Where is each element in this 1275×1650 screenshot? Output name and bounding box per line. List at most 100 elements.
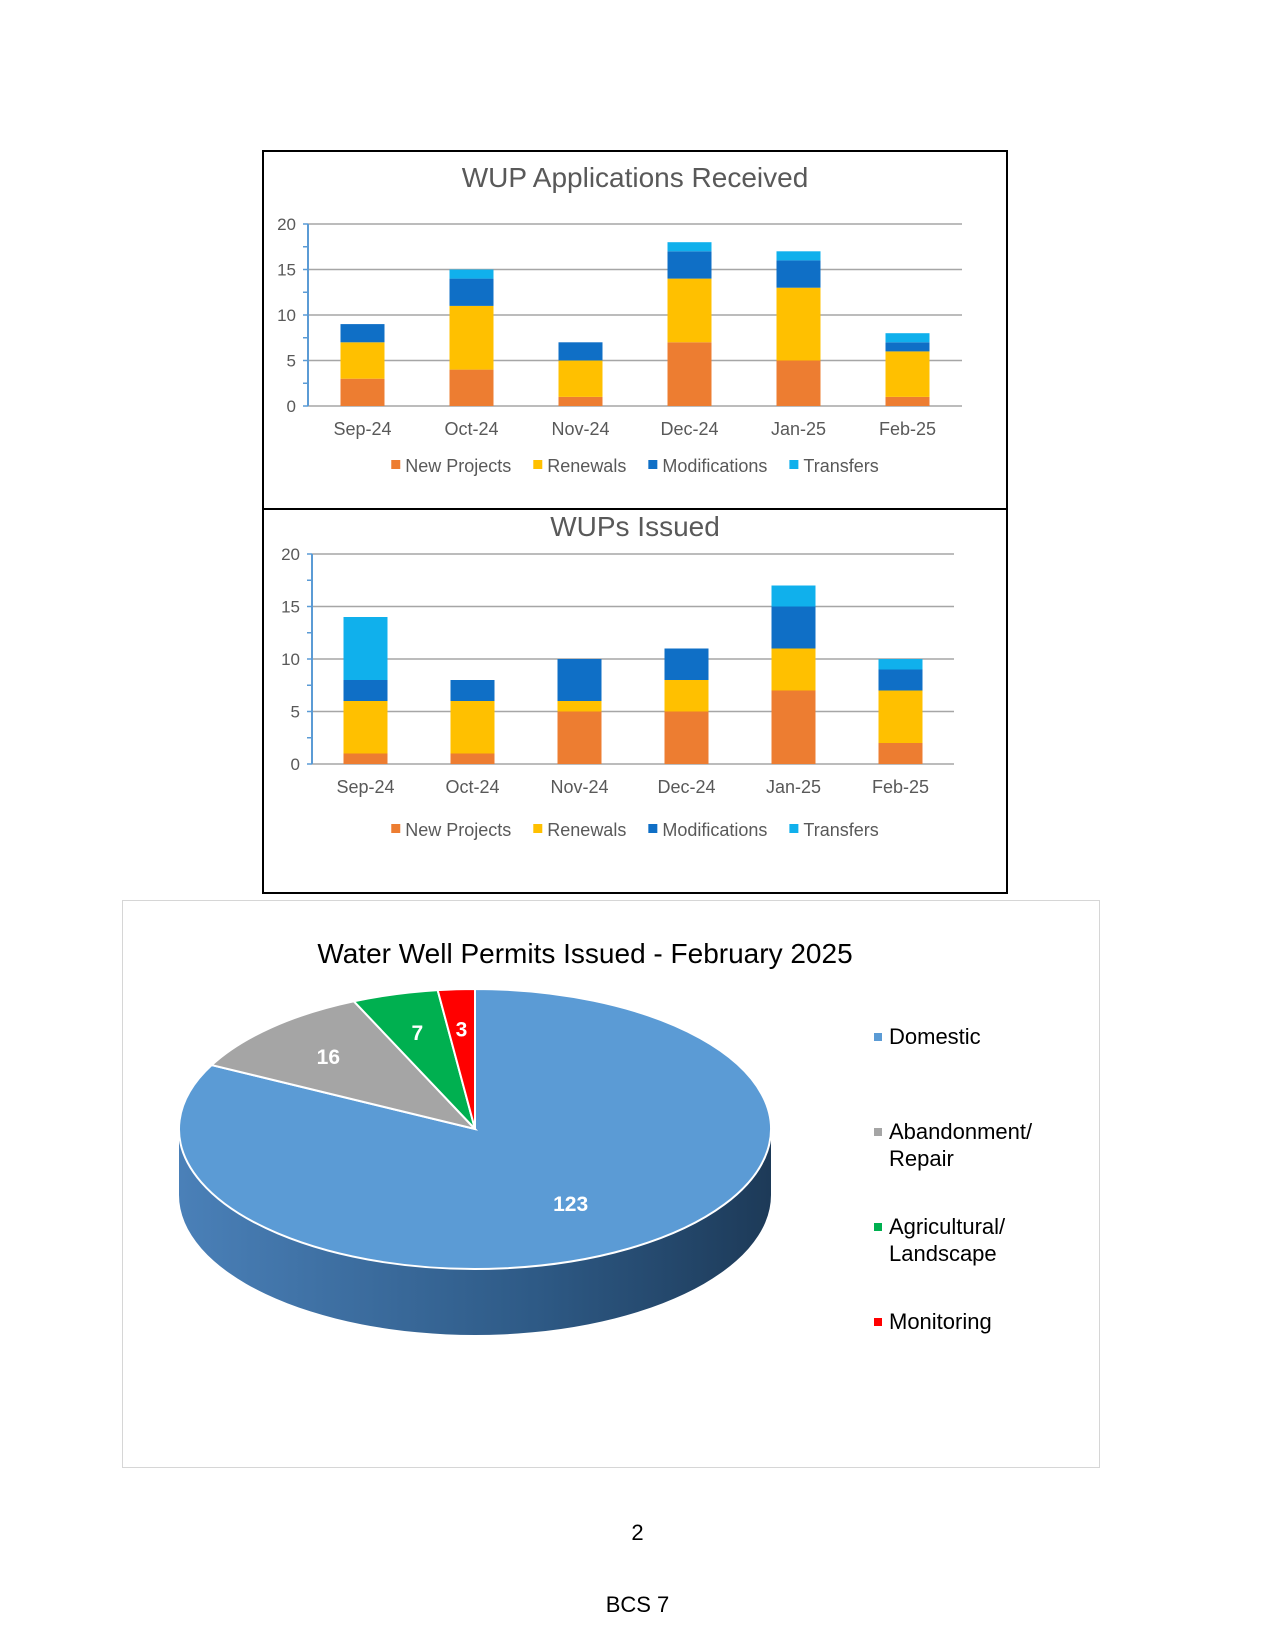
bar-segment-modifications [664, 648, 709, 680]
bar-segment-renewals [667, 278, 712, 343]
bar-segment-transfers [878, 659, 923, 670]
bar-segment-renewals [449, 305, 494, 370]
pie-data-label-abandonment-repair: 16 [317, 1046, 340, 1069]
bar-segment-renewals [450, 701, 495, 754]
legend-swatch-monitoring [874, 1318, 882, 1326]
legend-swatch-new-projects [391, 460, 401, 469]
pie-side-wall [179, 1129, 771, 1335]
bar-segment-new-projects [450, 753, 495, 764]
y-tick-label: 20 [281, 545, 300, 564]
legend-swatch-modifications [648, 460, 658, 469]
x-tick-label: Dec-24 [660, 419, 718, 439]
pie-slice-monitoring [436, 987, 476, 1130]
applications-chart: WUP Applications Received 0 5 10 15 20 Sep-24 O… [277, 162, 962, 476]
footer-code: BCS 7 [605, 1592, 670, 1617]
issued-chart-panel: WUPs Issued 0 5 10 15 20 Sep-24 Oct-24 Nov-24 Dec… [262, 508, 1008, 894]
y-tick-label: 0 [291, 755, 300, 774]
pie-data-label-monitoring: 3 [456, 1018, 468, 1041]
bar-segment-renewals [664, 680, 709, 712]
y-tick-label: 5 [287, 352, 296, 371]
pie-slice-domestic [178, 987, 772, 1270]
chart-title: Water Well Permits Issued - February 202… [317, 938, 852, 969]
pie-data-label-agricultural-landscape: 7 [411, 1022, 423, 1045]
bar-segment-transfers [771, 585, 816, 607]
bar-segment-transfers [885, 333, 930, 343]
legend-swatch-transfers [789, 460, 799, 469]
x-tick-label: Dec-24 [657, 777, 715, 797]
bar-segment-modifications [343, 680, 388, 701]
x-tick-label: Sep-24 [336, 777, 394, 797]
y-tick-label: 15 [281, 598, 300, 617]
bar-segment-new-projects [664, 711, 709, 764]
bar-segment-new-projects [557, 711, 602, 764]
bar-segment-new-projects [558, 396, 603, 406]
legend-swatch-renewals [533, 460, 543, 469]
legend-swatch-abandonment-repair [874, 1128, 882, 1136]
legend-label-agricultural-landscape: Agricultural/Landscape [889, 1214, 1006, 1266]
bar-segment-new-projects [771, 690, 816, 764]
bar-segment-renewals [878, 690, 923, 743]
legend-swatch-modifications [648, 824, 658, 833]
bar-segment-modifications [771, 606, 816, 649]
bar-segment-modifications [557, 659, 602, 701]
bar-segment-modifications [885, 342, 930, 352]
legend-swatch-agricultural-landscape [874, 1223, 882, 1231]
bar-segment-modifications [878, 669, 923, 691]
x-tick-label: Oct-24 [445, 777, 499, 797]
legend-label: Transfers [803, 820, 878, 840]
bar-segment-transfers [667, 242, 712, 252]
bar-segment-transfers [449, 269, 494, 279]
legend-swatch-transfers [789, 824, 799, 833]
legend-label: Modifications [662, 820, 767, 840]
x-tick-label: Feb-25 [872, 777, 929, 797]
legend-swatch-renewals [533, 824, 543, 833]
x-tick-label: Feb-25 [879, 419, 936, 439]
bar-segment-renewals [343, 701, 388, 754]
y-tick-label: 20 [277, 215, 296, 234]
bar-segment-new-projects [449, 369, 494, 406]
legend-swatch-domestic [874, 1033, 882, 1041]
legend-label-abandonment-repair: Abandonment/Repair [889, 1119, 1033, 1171]
bar-segment-renewals [771, 648, 816, 691]
bar-segment-renewals [885, 351, 930, 397]
y-tick-label: 0 [287, 397, 296, 416]
bar-segment-renewals [776, 287, 821, 361]
bar-segment-new-projects [343, 753, 388, 764]
y-tick-label: 10 [277, 306, 296, 325]
bar-segment-new-projects [340, 378, 385, 406]
bar-segment-modifications [776, 260, 821, 288]
bar-segment-modifications [340, 324, 385, 343]
bar-segment-new-projects [878, 743, 923, 764]
well-permits-chart-panel: Water Well Permits Issued - February 202… [122, 900, 1100, 1468]
pie-slice-abandonment-repair [209, 1000, 479, 1131]
y-tick-label: 5 [291, 703, 300, 722]
legend-label-domestic: Domestic [889, 1024, 981, 1049]
y-tick-label: 10 [281, 650, 300, 669]
x-tick-label: Jan-25 [771, 419, 826, 439]
bar-segment-modifications [667, 251, 712, 279]
legend-label-monitoring: Monitoring [889, 1309, 992, 1334]
bar-segment-new-projects [667, 342, 712, 406]
bar-segment-transfers [776, 251, 821, 261]
legend-label: Modifications [662, 456, 767, 476]
bar-segment-modifications [450, 680, 495, 701]
chart-title: WUPs Issued [550, 511, 720, 542]
chart-title: WUP Applications Received [462, 162, 809, 193]
x-tick-label: Oct-24 [444, 419, 498, 439]
page-number: 2 [631, 1520, 644, 1545]
legend-swatch-new-projects [391, 824, 401, 833]
x-tick-label: Jan-25 [766, 777, 821, 797]
bar-segment-transfers [343, 617, 388, 680]
bar-segment-renewals [558, 360, 603, 397]
bar-segment-modifications [449, 278, 494, 306]
legend-label: Renewals [547, 456, 626, 476]
bar-segment-renewals [340, 342, 385, 379]
x-tick-label: Nov-24 [550, 777, 608, 797]
applications-chart-panel: WUP Applications Received 0 5 10 15 20 Sep-24 O… [262, 150, 1008, 510]
bar-segment-renewals [557, 701, 602, 712]
bar-segment-modifications [558, 342, 603, 361]
well-permits-pie-chart: Water Well Permits Issued - February 202… [178, 938, 1033, 1335]
legend-label: Renewals [547, 820, 626, 840]
x-tick-label: Sep-24 [333, 419, 391, 439]
legend-label: Transfers [803, 456, 878, 476]
